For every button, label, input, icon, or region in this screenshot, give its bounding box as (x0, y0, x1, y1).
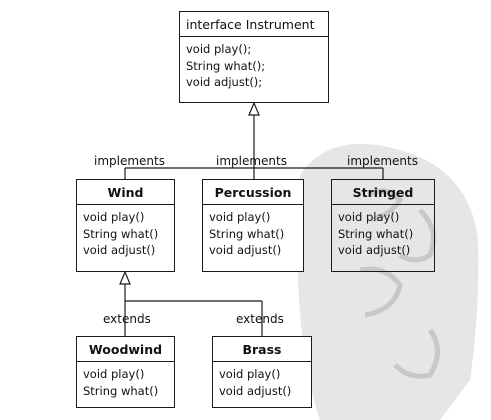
woodwind-methods: void play() String what() (77, 362, 174, 401)
percussion-method: String what() (209, 226, 285, 241)
brass-method: void adjust() (219, 383, 292, 398)
wind-title: Wind (77, 180, 174, 205)
implements-label-stringed: implements (347, 154, 418, 168)
woodwind-title: Woodwind (77, 337, 174, 362)
brass-method: void play() (219, 367, 281, 381)
woodwind-class-box: Woodwind void play() String what() (76, 336, 175, 408)
stringed-class-box: Stringed void play() String what() void … (331, 179, 435, 272)
stringed-methods: void play() String what() void adjust() (332, 205, 434, 261)
implements-label-wind: implements (94, 154, 165, 168)
extends-label-brass: extends (236, 312, 284, 326)
percussion-class-box: Percussion void play() String what() voi… (202, 179, 304, 272)
percussion-title: Percussion (203, 180, 303, 205)
extends-label-woodwind: extends (103, 312, 151, 326)
percussion-method: void adjust() (209, 243, 282, 257)
woodwind-method: String what() (83, 383, 159, 398)
interface-title: interface Instrument (180, 12, 328, 37)
interface-instrument-box: interface Instrument void play(); String… (179, 11, 329, 103)
brass-methods: void play() void adjust() (213, 362, 311, 401)
wind-methods: void play() String what() void adjust() (77, 205, 174, 261)
interface-method: void play(); (186, 42, 252, 56)
implements-label-percussion: implements (216, 154, 287, 168)
wind-class-box: Wind void play() String what() void adju… (76, 179, 175, 272)
wind-method: void play() (83, 210, 145, 224)
woodwind-method: void play() (83, 367, 145, 381)
stringed-title: Stringed (332, 180, 434, 205)
watermark-stamp (297, 143, 479, 420)
interface-methods: void play(); String what(); void adjust(… (180, 37, 328, 93)
brass-title: Brass (213, 337, 311, 362)
stringed-method: String what() (338, 226, 414, 241)
stringed-method: void play() (338, 210, 400, 224)
brass-class-box: Brass void play() void adjust() (212, 336, 312, 408)
percussion-methods: void play() String what() void adjust() (203, 205, 303, 261)
percussion-method: void play() (209, 210, 271, 224)
wind-method: void adjust() (83, 243, 156, 257)
implements-arrowhead (248, 101, 260, 116)
extends-arrowhead (119, 270, 131, 285)
interface-method: String what(); (186, 58, 266, 73)
stringed-method: void adjust() (338, 243, 411, 257)
wind-method: String what() (83, 226, 159, 241)
interface-method: void adjust(); (186, 75, 263, 89)
